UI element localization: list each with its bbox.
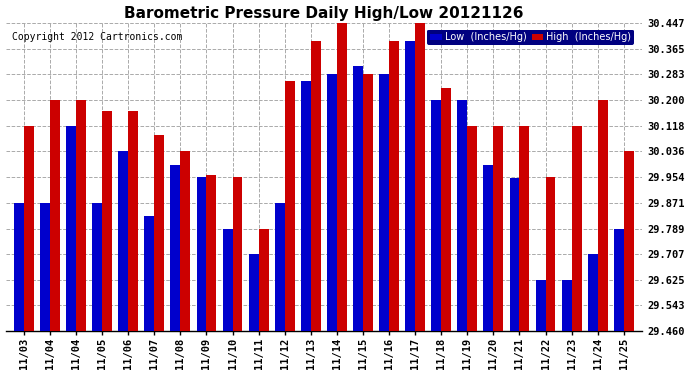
Bar <box>50 100 60 331</box>
Bar <box>389 41 399 331</box>
Title: Barometric Pressure Daily High/Low 20121126: Barometric Pressure Daily High/Low 20121… <box>124 6 524 21</box>
Bar <box>363 74 373 331</box>
Text: Copyright 2012 Cartronics.com: Copyright 2012 Cartronics.com <box>12 32 182 42</box>
Bar <box>180 152 190 331</box>
Bar <box>457 100 467 331</box>
Bar <box>233 177 242 331</box>
Bar <box>353 66 363 331</box>
Bar <box>301 81 310 331</box>
Bar <box>248 254 259 331</box>
Bar <box>535 280 546 331</box>
Bar <box>275 203 285 331</box>
Bar <box>467 126 477 331</box>
Bar <box>614 228 624 331</box>
Bar <box>285 81 295 331</box>
Bar <box>624 152 633 331</box>
Bar <box>128 111 138 331</box>
Bar <box>170 165 180 331</box>
Bar <box>206 175 217 331</box>
Bar <box>520 126 529 331</box>
Bar <box>509 178 520 331</box>
Bar <box>415 23 425 331</box>
Bar <box>546 177 555 331</box>
Bar <box>337 23 347 331</box>
Bar <box>155 135 164 331</box>
Bar <box>327 74 337 331</box>
Bar <box>588 254 598 331</box>
Bar <box>76 100 86 331</box>
Bar <box>598 100 608 331</box>
Bar <box>562 280 571 331</box>
Bar <box>102 111 112 331</box>
Bar <box>405 41 415 331</box>
Bar <box>24 126 34 331</box>
Bar <box>92 203 102 331</box>
Bar <box>118 152 128 331</box>
Bar <box>441 88 451 331</box>
Bar <box>379 74 389 331</box>
Bar <box>223 228 233 331</box>
Bar <box>484 165 493 331</box>
Bar <box>259 228 268 331</box>
Bar <box>14 203 24 331</box>
Bar <box>571 126 582 331</box>
Bar <box>310 41 321 331</box>
Bar <box>66 126 76 331</box>
Bar <box>144 216 155 331</box>
Bar <box>493 126 503 331</box>
Bar <box>431 100 441 331</box>
Bar <box>197 177 206 331</box>
Legend: Low  (Inches/Hg), High  (Inches/Hg): Low (Inches/Hg), High (Inches/Hg) <box>427 30 634 45</box>
Bar <box>40 203 50 331</box>
